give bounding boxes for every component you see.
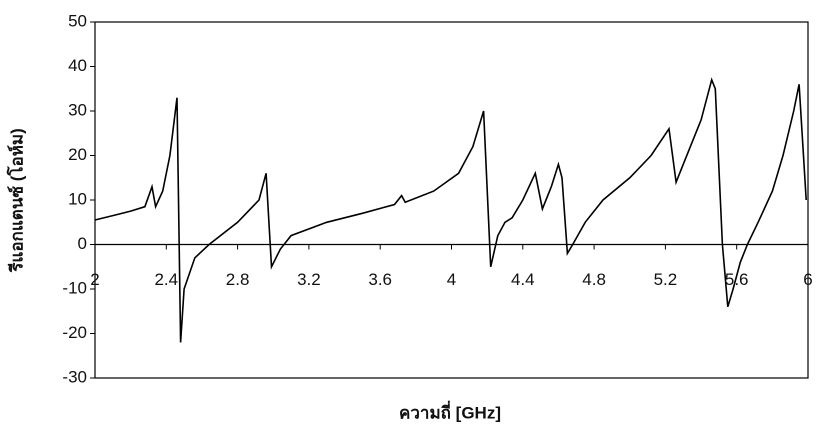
y-axis-title: รีแอกแตนซ์ (โอห์ม) <box>6 128 26 272</box>
y-tick-label: 20 <box>68 145 87 164</box>
x-tick-label: 4.8 <box>582 270 606 289</box>
y-tick-label: 40 <box>68 56 87 75</box>
y-tick-label: -10 <box>62 278 87 297</box>
x-tick-label: 4 <box>447 270 456 289</box>
y-tick-label: 10 <box>68 189 87 208</box>
x-tick-label: 2 <box>90 270 99 289</box>
x-tick-label: 6 <box>803 270 812 289</box>
y-tick-label: 0 <box>78 234 87 253</box>
chart: ความถี่ [GHz] รีแอกแตนซ์ (โอห์ม) -30 -20 -… <box>0 0 820 435</box>
y-tick-label: -30 <box>62 367 87 386</box>
x-tick-label: 3.2 <box>297 270 321 289</box>
y-tick-label: 30 <box>68 100 87 119</box>
x-tick-label: 2.8 <box>226 270 250 289</box>
data-line <box>95 80 806 343</box>
plot-frame <box>95 22 808 378</box>
x-tick-label: 3.6 <box>368 270 392 289</box>
x-tick-label: 2.4 <box>154 270 178 289</box>
x-tick-label: 5.2 <box>654 270 678 289</box>
x-tick-label: 4.4 <box>511 270 535 289</box>
y-tick-label: -20 <box>62 323 87 342</box>
x-axis-title: ความถี่ [GHz] <box>399 400 501 422</box>
y-tick-label: 50 <box>68 11 87 30</box>
